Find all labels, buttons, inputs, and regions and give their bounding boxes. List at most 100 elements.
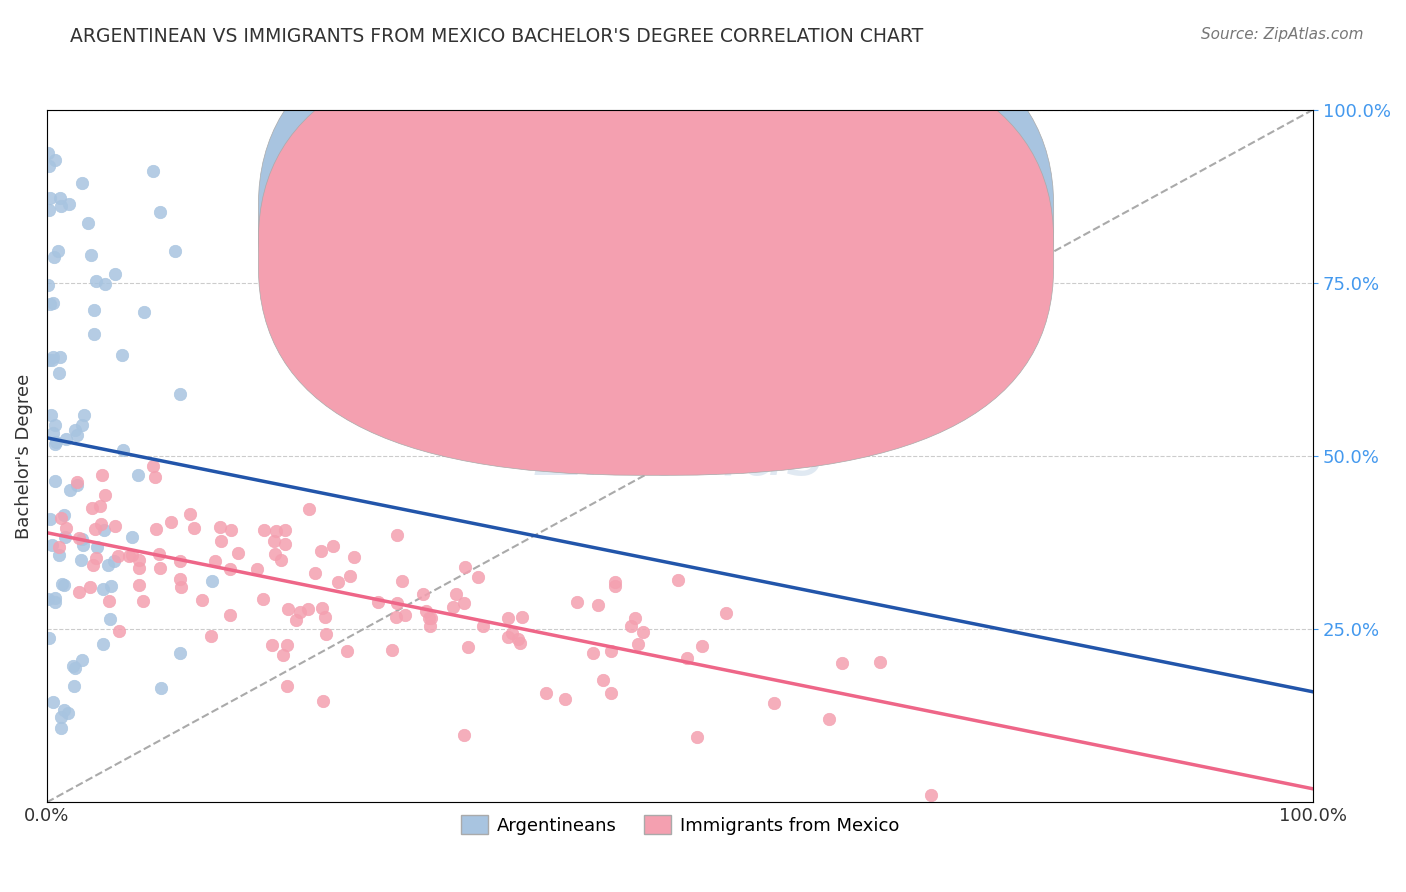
Point xyxy=(714,607,737,621)
Point xyxy=(142,163,165,178)
Point xyxy=(100,579,122,593)
Point xyxy=(385,596,408,610)
Point xyxy=(200,574,222,588)
Point xyxy=(419,619,441,633)
Point xyxy=(298,502,321,516)
Point xyxy=(118,549,141,563)
Point xyxy=(94,277,117,292)
Text: 82: 82 xyxy=(858,208,883,226)
Point xyxy=(44,591,66,605)
Point xyxy=(63,660,86,674)
Point xyxy=(112,442,135,457)
Point xyxy=(48,541,70,555)
Point xyxy=(191,593,214,607)
Point xyxy=(72,539,94,553)
Point xyxy=(42,296,65,310)
Point xyxy=(90,517,112,532)
Point xyxy=(132,594,155,608)
Point xyxy=(367,594,389,608)
Point xyxy=(603,579,626,593)
Point xyxy=(55,432,77,446)
Point xyxy=(588,598,610,612)
Text: R =: R = xyxy=(681,243,713,260)
Point xyxy=(103,554,125,568)
Point xyxy=(108,624,131,638)
Point xyxy=(252,592,274,607)
Text: R =: R = xyxy=(681,208,713,226)
Text: N=: N= xyxy=(820,243,848,260)
Point xyxy=(149,561,172,575)
Point xyxy=(86,540,108,554)
Point xyxy=(44,474,66,488)
Point xyxy=(39,408,62,422)
Point xyxy=(132,305,155,319)
Point xyxy=(49,721,72,735)
Point xyxy=(93,524,115,538)
Point xyxy=(37,277,59,292)
Point xyxy=(412,587,434,601)
Point xyxy=(128,552,150,566)
Point xyxy=(260,638,283,652)
Point xyxy=(148,547,170,561)
Point xyxy=(104,268,127,282)
Point xyxy=(183,521,205,535)
Point xyxy=(271,648,294,662)
Point xyxy=(467,570,489,584)
Point xyxy=(91,637,114,651)
Point xyxy=(128,561,150,575)
Point xyxy=(288,605,311,619)
Point xyxy=(66,475,89,490)
Point xyxy=(58,706,80,720)
Point xyxy=(226,546,249,560)
Point xyxy=(70,532,93,546)
Point xyxy=(49,191,72,205)
Point xyxy=(121,549,143,563)
Point xyxy=(70,418,93,433)
Point xyxy=(104,519,127,533)
Point xyxy=(454,559,477,574)
Point xyxy=(55,521,77,535)
Point xyxy=(45,434,67,449)
Point xyxy=(170,580,193,594)
Point xyxy=(111,348,134,362)
Text: 0.037: 0.037 xyxy=(737,208,794,226)
Point xyxy=(831,657,853,671)
Point xyxy=(381,643,404,657)
Point xyxy=(510,610,533,624)
Point xyxy=(48,548,70,562)
Point xyxy=(315,626,337,640)
Point xyxy=(869,655,891,669)
Point xyxy=(72,176,94,190)
Point xyxy=(38,631,60,645)
Point xyxy=(39,511,62,525)
Point xyxy=(79,580,101,594)
Point xyxy=(218,607,240,622)
Point xyxy=(38,159,60,173)
Point xyxy=(44,437,66,451)
Point xyxy=(83,522,105,536)
Point xyxy=(419,610,441,624)
Point xyxy=(70,553,93,567)
Point xyxy=(273,536,295,550)
Point xyxy=(534,686,557,700)
Point xyxy=(592,673,614,687)
Point xyxy=(322,539,344,553)
Point xyxy=(627,637,650,651)
Point xyxy=(763,696,786,710)
Point xyxy=(49,511,72,525)
Point xyxy=(391,574,413,589)
Point xyxy=(53,578,76,592)
Point xyxy=(252,523,274,537)
Point xyxy=(264,547,287,561)
Text: ZIPatlas: ZIPatlas xyxy=(536,421,824,491)
Point xyxy=(37,591,59,606)
Point xyxy=(38,297,60,311)
Point xyxy=(98,594,121,608)
Point xyxy=(633,625,655,640)
Point xyxy=(453,596,475,610)
Point xyxy=(817,712,839,726)
Point xyxy=(59,483,82,497)
Point xyxy=(453,728,475,742)
Point xyxy=(83,302,105,317)
Point xyxy=(314,609,336,624)
